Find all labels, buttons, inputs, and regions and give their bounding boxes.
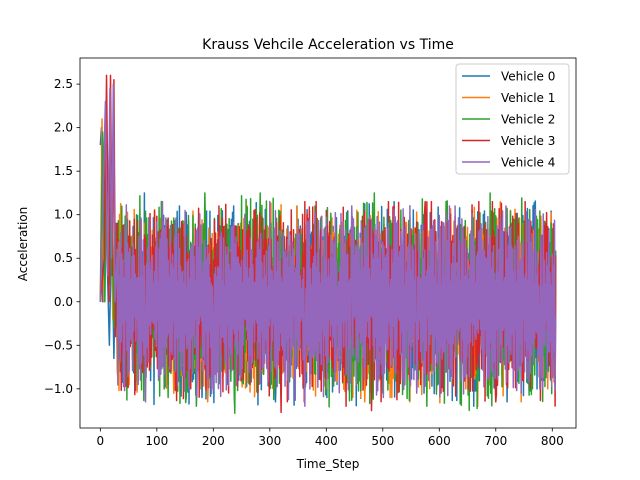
y-tick-label: 0.0 <box>54 295 73 309</box>
legend-label: Vehicle 4 <box>501 156 555 170</box>
legend-label: Vehicle 3 <box>501 134 555 148</box>
x-tick-label: 300 <box>258 434 281 448</box>
legend-label: Vehicle 1 <box>501 91 555 105</box>
y-axis-title: Acceleration <box>16 207 30 282</box>
x-tick-label: 0 <box>97 434 105 448</box>
y-tick-label: −1.0 <box>44 382 73 396</box>
x-axis-title: Time_Step <box>296 457 360 471</box>
legend-label: Vehicle 0 <box>501 70 555 84</box>
y-tick-label: 2.0 <box>54 121 73 135</box>
legend-box <box>455 63 570 175</box>
legend: Vehicle 0 Vehicle 1 Vehicle 2 Vehicle 3 Vehi… <box>455 63 570 175</box>
x-tick-label: 100 <box>145 434 168 448</box>
x-tick-label: 500 <box>371 434 394 448</box>
y-tick-label: 2.5 <box>54 77 73 91</box>
plot-lines <box>99 74 557 414</box>
x-tick-label: 200 <box>202 434 225 448</box>
x-tick-label: 800 <box>541 434 564 448</box>
y-tick-label: −0.5 <box>44 338 73 352</box>
legend-label: Vehicle 2 <box>501 113 555 127</box>
plot-frame <box>79 57 577 429</box>
x-tick-label: 600 <box>428 434 451 448</box>
x-tick-label: 700 <box>484 434 507 448</box>
y-tick-label: 1.5 <box>54 164 73 178</box>
x-tick-label: 400 <box>315 434 338 448</box>
y-tick-label: 1.0 <box>54 208 73 222</box>
chart-title: Krauss Vehcile Acceleration vs Time <box>202 37 454 53</box>
y-tick-label: 0.5 <box>54 251 73 265</box>
axes: 0 100 200 300 400 500 600 700 800 −1.0 −0.5 0.0 0.5 1… <box>44 57 577 448</box>
series-line-vehicle-4 <box>99 83 557 407</box>
